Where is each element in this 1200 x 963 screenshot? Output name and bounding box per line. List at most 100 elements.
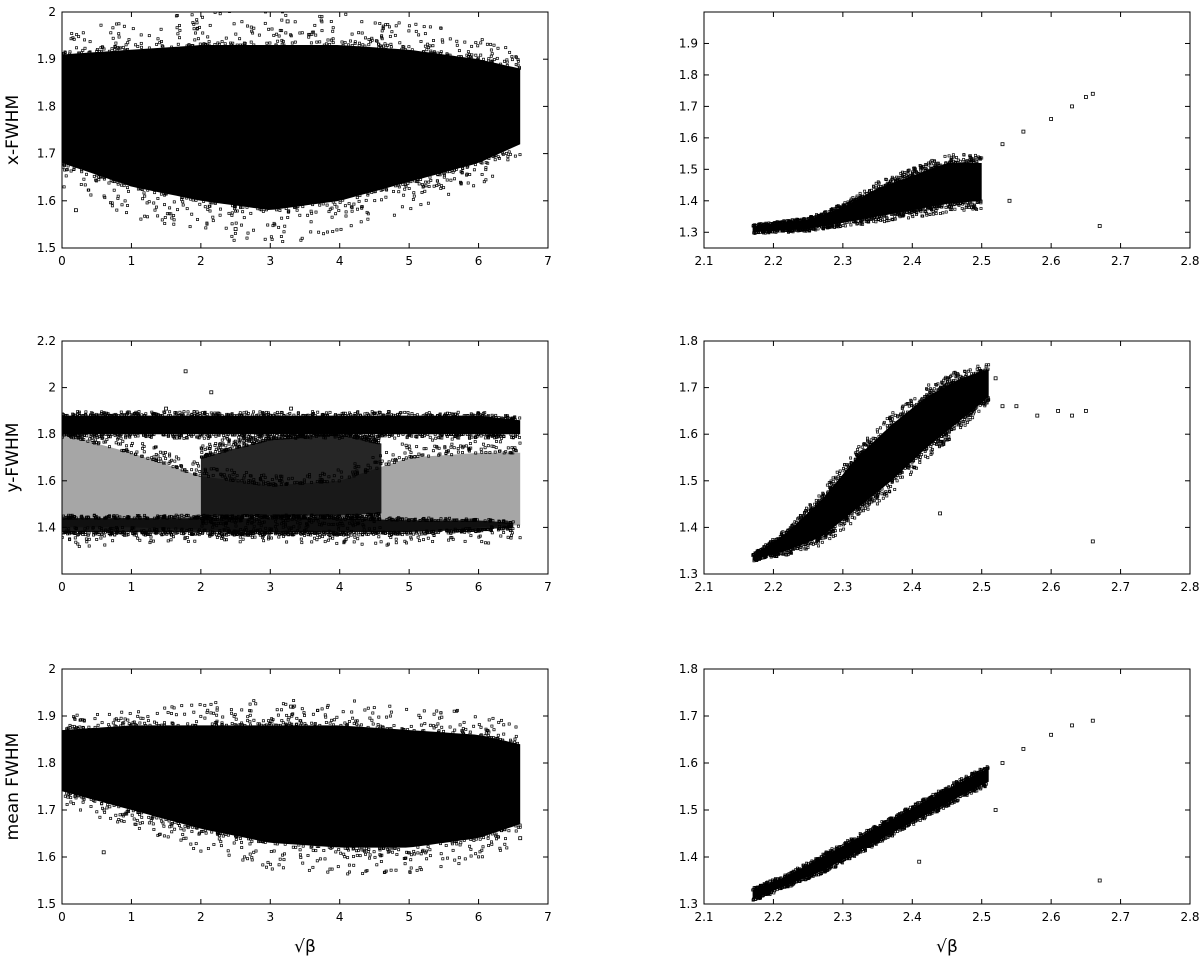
scatter-point [311, 203, 315, 207]
scatter-point [920, 207, 924, 211]
scatter-point [890, 217, 894, 221]
scatter-point [265, 432, 269, 436]
scatter-point [329, 38, 333, 42]
scatter-point [794, 521, 798, 524]
scatter-point [513, 154, 517, 158]
scatter-point [74, 540, 78, 544]
scatter-point [367, 43, 371, 47]
scatter-point [975, 201, 979, 204]
scatter-point [466, 50, 470, 54]
scatter-point [887, 489, 891, 493]
scatter-point [947, 377, 951, 381]
scatter-point [778, 229, 782, 233]
scatter-point [450, 437, 454, 441]
scatter-point [481, 528, 484, 532]
scatter-point [350, 432, 354, 436]
scatter-point [415, 531, 418, 535]
y-tick-label: 2 [48, 5, 56, 19]
scatter-point [91, 413, 95, 417]
point-cloud-band-1 [62, 45, 521, 210]
scatter-point [833, 525, 837, 528]
scatter-point [278, 433, 281, 437]
scatter-point [265, 413, 268, 417]
scatter-point [410, 455, 414, 459]
scatter-point [192, 414, 196, 417]
scatter-point [88, 437, 92, 441]
scatter-point [217, 414, 221, 417]
scatter-point [233, 231, 237, 235]
scatter-point [866, 504, 870, 508]
scatter-point [365, 438, 369, 442]
scatter-point [767, 230, 771, 233]
scatter-point [811, 216, 814, 220]
scatter-point [341, 524, 345, 528]
scatter-point [261, 439, 265, 443]
scatter-point [333, 422, 337, 426]
scatter-point [117, 35, 121, 39]
scatter-point [974, 207, 978, 211]
scatter-point [807, 229, 811, 233]
scatter-point [457, 49, 461, 53]
scatter-point [417, 182, 421, 186]
scatter-point [277, 413, 281, 417]
scatter-point [325, 411, 328, 415]
scatter-point [429, 178, 433, 182]
scatter-point [890, 414, 894, 418]
scatter-point [241, 514, 245, 518]
scatter-point [986, 396, 990, 400]
scatter-point [426, 42, 430, 46]
scatter-point [79, 183, 83, 186]
axes-frame [61, 11, 549, 249]
scatter-point [502, 531, 506, 534]
scatter-point [193, 38, 197, 42]
scatter-point [856, 512, 860, 516]
scatter-point [240, 20, 244, 24]
scatter-point [246, 519, 250, 523]
scatter-point [136, 434, 140, 438]
scatter-point [445, 414, 449, 418]
scatter-point [270, 27, 274, 31]
scatter-point [356, 424, 360, 428]
scatter-point [172, 535, 175, 539]
scatter-point [280, 42, 284, 46]
scatter-point [447, 192, 451, 196]
scatter-point [264, 410, 268, 414]
scatter-point [324, 42, 328, 46]
y-tick-label: 1.7 [679, 99, 698, 113]
scatter-point [882, 491, 886, 495]
scatter-point [258, 528, 262, 532]
scatter-point [212, 414, 215, 418]
scatter-point [828, 487, 832, 491]
scatter-point [779, 532, 783, 536]
scatter-point [385, 451, 388, 454]
scatter-point [890, 177, 894, 181]
scatter-point [328, 536, 332, 540]
y-tick-label: 1.9 [37, 52, 56, 66]
scatter-point [432, 39, 435, 42]
scatter-point [401, 182, 405, 186]
scatter-point [334, 212, 338, 216]
scatter-point [850, 512, 854, 516]
scatter-point [900, 407, 904, 410]
scatter-point [66, 418, 70, 422]
scatter-point [153, 208, 157, 212]
scatter-point [72, 165, 76, 169]
scatter-point [326, 38, 330, 42]
scatter-point [835, 470, 839, 474]
scatter-point [249, 40, 253, 44]
scatter-point [353, 429, 356, 433]
scatter-point [80, 51, 84, 55]
scatter-point [226, 412, 230, 416]
scatter-point [502, 519, 506, 523]
scatter-point [418, 432, 422, 436]
scatter-point [204, 454, 208, 458]
scatter-point [204, 521, 208, 525]
scatter-point [92, 174, 96, 178]
scatter-point [85, 540, 89, 544]
scatter-point [799, 548, 803, 552]
scatter-point [72, 167, 76, 171]
scatter-point [79, 437, 83, 441]
scatter-point [194, 198, 198, 202]
scatter-point [794, 228, 798, 232]
scatter-point [911, 405, 915, 409]
